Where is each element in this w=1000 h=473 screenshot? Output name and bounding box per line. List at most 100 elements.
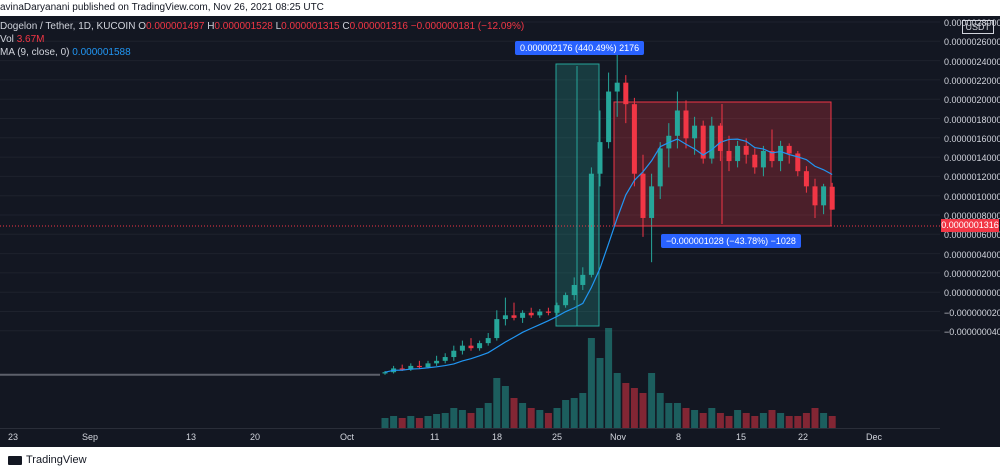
high-label: H — [207, 21, 215, 32]
volume-bar — [648, 373, 656, 428]
time-tick: Nov — [610, 432, 627, 442]
candle-body — [631, 104, 637, 174]
price-tick: 0.0000020000 — [944, 95, 1000, 106]
price-tick: 0.0000004000 — [944, 249, 1000, 260]
candle-body — [399, 368, 405, 370]
price-tick: −0.0000000200 — [944, 307, 1000, 318]
volume-bar — [501, 386, 509, 428]
volume-bar — [777, 413, 785, 428]
close-value: 0.000001316 — [349, 21, 408, 32]
symbol-name[interactable]: Dogelon / Tether, 1D, KUCOIN — [0, 21, 136, 32]
volume-bar — [407, 416, 415, 428]
candle-body — [511, 315, 517, 318]
volume-bar — [725, 416, 733, 428]
long-position-label[interactable]: 0.000002176 (440.49%) 2176 — [515, 41, 645, 55]
chart-area[interactable] — [0, 16, 940, 428]
price-tick: 0.0000028000 — [944, 18, 1000, 28]
volume-bar — [613, 373, 621, 428]
volume-bar — [682, 408, 690, 428]
volume-bar — [630, 388, 638, 428]
time-tick: 23 — [8, 432, 19, 442]
candle-body — [812, 186, 818, 206]
candle-body — [674, 110, 680, 136]
candle-body — [382, 372, 388, 374]
candle-body — [692, 125, 698, 139]
volume-bar — [673, 403, 681, 428]
volume-bar — [734, 410, 742, 428]
volume-bar — [785, 416, 793, 428]
time-tick: Oct — [340, 432, 355, 442]
volume-bar — [450, 408, 458, 428]
price-tick: 0.0000022000 — [944, 75, 1000, 86]
price-tick: 0.0000016000 — [944, 133, 1000, 144]
candle-body — [502, 315, 508, 320]
volume-bar — [596, 358, 604, 428]
volume-bar — [811, 408, 819, 428]
candle-body — [554, 305, 560, 313]
candle-body — [442, 357, 448, 361]
volume-bar — [390, 416, 398, 428]
time-tick: 13 — [186, 432, 197, 442]
candle-body — [803, 171, 809, 187]
candle-body — [640, 173, 646, 218]
ma-label[interactable]: MA (9, close, 0) — [0, 47, 70, 58]
candle-body — [760, 150, 766, 168]
ma-row: MA (9, close, 0) 0.000001588 — [0, 46, 524, 59]
footer-brand: TradingView — [26, 454, 87, 466]
price-chart[interactable] — [0, 16, 940, 428]
volume-bar — [441, 413, 449, 428]
volume-bar — [415, 418, 423, 428]
time-tick: 25 — [552, 432, 563, 442]
close-label: C — [342, 21, 350, 32]
time-tick: Sep — [82, 432, 99, 442]
volume-bar — [802, 413, 810, 428]
volume-bar — [562, 400, 570, 428]
candle-body — [700, 125, 706, 159]
time-tick: 11 — [430, 432, 440, 442]
candle-body — [778, 145, 784, 162]
ma-value: 0.000001588 — [72, 47, 131, 58]
candle-body — [563, 295, 569, 306]
volume-bar — [742, 413, 750, 428]
volume-bar — [493, 378, 501, 428]
price-tick: 0.0000002000 — [944, 268, 1000, 279]
volume-bar — [467, 413, 475, 428]
time-tick: Dec — [866, 432, 883, 442]
open-value: 0.000001497 — [146, 21, 205, 32]
candle-body — [477, 343, 483, 349]
volume-label[interactable]: Vol — [0, 34, 14, 45]
volume-bar — [536, 410, 544, 428]
price-tick: 0.0000018000 — [944, 114, 1000, 125]
candle-body — [743, 145, 749, 155]
volume-bar — [527, 408, 535, 428]
candle-body — [434, 360, 440, 364]
currency-badge[interactable]: USDT — [961, 20, 994, 34]
volume-bar — [587, 338, 595, 428]
price-tick: 0.0000000000 — [944, 288, 1000, 299]
low-label: L — [275, 21, 282, 32]
volume-bar — [751, 416, 759, 428]
candle-body — [717, 125, 723, 151]
symbol-row: Dogelon / Tether, 1D, KUCOIN O0.00000149… — [0, 20, 524, 33]
price-tick: 0.0000026000 — [944, 37, 1000, 48]
volume-bar — [510, 398, 518, 428]
volume-bar — [691, 410, 699, 428]
volume-bar — [639, 393, 647, 428]
candle-body — [709, 125, 715, 159]
volume-bar — [579, 393, 587, 428]
candle-body — [606, 91, 612, 143]
volume-bar — [544, 413, 552, 428]
time-axis[interactable]: 23 Sep 13 20 Oct 11 18 25 Nov 8 15 22 Dec — [0, 428, 940, 447]
candle-body — [795, 153, 801, 172]
candle-body — [597, 142, 603, 174]
low-value: 0.000001315 — [281, 21, 340, 32]
short-position-label[interactable]: −0.000001028 (−43.78%) −1028 — [661, 234, 801, 248]
volume-bar — [553, 408, 561, 428]
candle-body — [571, 284, 577, 296]
volume-row: Vol 3.67M — [0, 33, 524, 46]
candle-body — [752, 154, 758, 168]
volume-bar — [768, 410, 776, 428]
candle-body — [494, 319, 500, 339]
current-price-tag: 0.0000001316 — [941, 219, 999, 232]
candle-body — [451, 350, 457, 358]
